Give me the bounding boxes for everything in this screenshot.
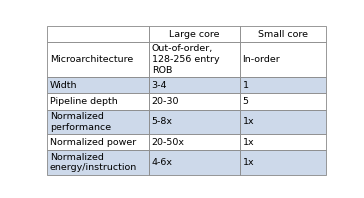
Bar [149,93,240,110]
Bar [47,134,149,150]
Text: Width: Width [50,81,77,90]
Text: Normalized
performance: Normalized performance [50,112,111,132]
Text: 20-30: 20-30 [152,97,179,106]
Bar [47,77,149,93]
Bar [47,26,149,43]
Bar [149,43,240,77]
Text: Small core: Small core [258,30,308,39]
Text: Large core: Large core [169,30,219,39]
Bar [149,26,240,43]
Text: 4-6x: 4-6x [152,158,173,167]
Text: Normalized power: Normalized power [50,138,136,147]
Text: 1x: 1x [242,158,254,167]
Bar [240,110,326,134]
Bar [240,43,326,77]
Text: 1x: 1x [242,117,254,126]
Text: In-order: In-order [242,55,280,64]
Bar [149,150,240,175]
Text: Normalized
energy/instruction: Normalized energy/instruction [50,153,137,172]
Bar [240,93,326,110]
Text: 5: 5 [242,97,249,106]
Text: Out-of-order,
128-256 entry
ROB: Out-of-order, 128-256 entry ROB [152,44,219,75]
Text: 1x: 1x [242,138,254,147]
Bar [47,43,149,77]
Text: 20-50x: 20-50x [152,138,185,147]
Text: Pipeline depth: Pipeline depth [50,97,118,106]
Bar [240,26,326,43]
Bar [149,77,240,93]
Bar [47,93,149,110]
Text: 1: 1 [242,81,249,90]
Text: 3-4: 3-4 [152,81,167,90]
Bar [240,77,326,93]
Bar [149,134,240,150]
Text: Microarchitecture: Microarchitecture [50,55,133,64]
Text: 5-8x: 5-8x [152,117,173,126]
Bar [149,110,240,134]
Bar [47,110,149,134]
Bar [240,134,326,150]
Bar [47,150,149,175]
Bar [240,150,326,175]
